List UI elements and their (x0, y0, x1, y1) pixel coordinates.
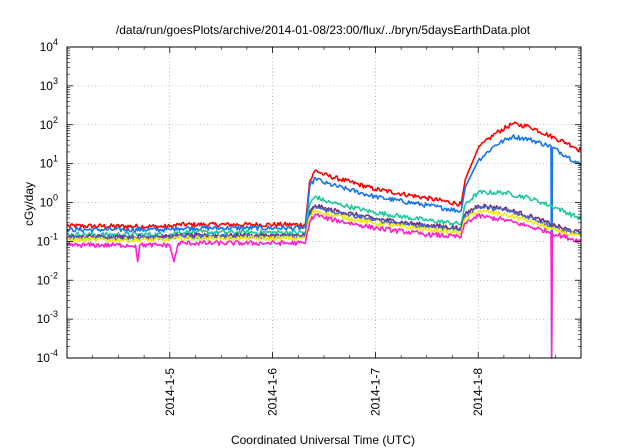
tick-labels: 10-4 10-3 10-2 10-1 100 101 102 103 104 2014-1-5 2… (37, 37, 486, 416)
grid (67, 47, 581, 358)
series-line-6 (66, 209, 582, 243)
x-tick-label: 2014-1-5 (163, 368, 177, 416)
series-group (66, 121, 582, 359)
y-tick-label: 102 (40, 115, 58, 132)
x-tick-label: 2014-1-7 (368, 368, 382, 416)
y-tick-label: 101 (40, 154, 58, 171)
series-line-7 (66, 213, 582, 359)
y-tick-label: 100 (40, 193, 58, 210)
series-line-1 (66, 121, 582, 230)
y-tick-label: 103 (40, 76, 58, 93)
y-tick-label: 10-3 (37, 309, 58, 326)
series-line-3 (66, 189, 582, 238)
y-tick-label: 10-4 (37, 348, 58, 365)
x-tick-label: 2014-1-8 (471, 368, 485, 416)
y-axis-label: cGy/day (22, 182, 36, 226)
y-tick-label: 104 (40, 37, 58, 54)
y-tick-label: 10-2 (37, 270, 58, 287)
chart-title: /data/run/goesPlots/archive/2014-01-08/2… (116, 23, 531, 37)
plot-frame (66, 46, 582, 359)
x-tick-label: 2014-1-6 (266, 368, 280, 416)
series-line-5 (66, 204, 582, 241)
series-line-2 (66, 133, 582, 359)
axes (66, 46, 582, 359)
y-tick-label: 10-1 (37, 231, 58, 248)
x-axis-label: Coordinated Universal Time (UTC) (231, 433, 415, 447)
